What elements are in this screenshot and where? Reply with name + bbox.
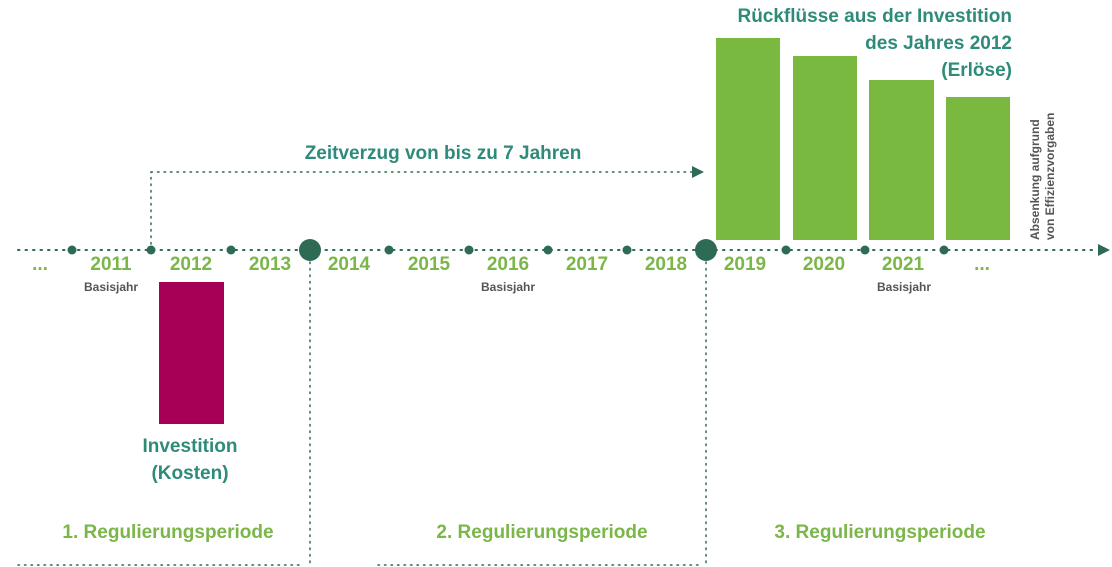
return-bar-2020 — [793, 56, 857, 240]
returns-title-line3: (Erlöse) — [941, 60, 1012, 81]
efficiency-label-line2: von Effizienzvorgaben — [1043, 112, 1057, 240]
year-marker — [146, 245, 156, 255]
returns-title: Rückflüsse aus der Investition des Jahre… — [737, 3, 1012, 84]
delay-label: Zeitverzug von bis zu 7 Jahren — [304, 143, 582, 164]
year-marker — [622, 245, 632, 255]
investment-cost-bar — [159, 282, 224, 424]
year-label: ... — [974, 254, 990, 275]
period-label-1: 1. Regulierungsperiode — [62, 522, 274, 543]
year-marker — [860, 245, 870, 255]
year-label: 2011 — [90, 254, 132, 275]
period-label-3: 3. Regulierungsperiode — [774, 522, 986, 543]
year-label: 2015 — [407, 254, 451, 275]
year-marker — [939, 245, 949, 255]
year-marker — [543, 245, 553, 255]
year-marker — [781, 245, 791, 255]
basisjahr-label: Basisjahr — [876, 280, 932, 294]
year-label: 2021 — [881, 254, 925, 275]
year-label: ... — [32, 254, 48, 275]
year-label: 2012 — [169, 254, 213, 275]
delay-arrowhead — [692, 166, 704, 178]
period-label-2: 2. Regulierungsperiode — [436, 522, 648, 543]
timeline-arrowhead — [1098, 244, 1110, 256]
year-marker — [464, 245, 474, 255]
year-marker — [67, 245, 77, 255]
investment-label: Investition (Kosten) — [110, 433, 270, 487]
return-bar-2021 — [869, 80, 934, 240]
investment-label-line1: Investition — [142, 436, 238, 457]
year-label: 2019 — [723, 254, 767, 275]
year-label: 2017 — [565, 254, 609, 275]
investment-label-line2: (Kosten) — [151, 463, 229, 484]
year-label: 2014 — [327, 254, 371, 275]
efficiency-label-line1: Absenkung aufgrund — [1028, 119, 1042, 240]
return-bar-2019 — [716, 38, 780, 240]
efficiency-label: Absenkung aufgrund von Effizienzvorgaben — [1028, 113, 1058, 240]
basisjahr-label: Basisjahr — [480, 280, 536, 294]
year-marker — [384, 245, 394, 255]
period-boundary-marker — [695, 239, 717, 261]
year-label: 2016 — [486, 254, 530, 275]
year-label: 2018 — [644, 254, 688, 275]
returns-title-line2: des Jahres 2012 — [865, 33, 1012, 54]
year-label: 2013 — [248, 254, 292, 275]
year-label: 2020 — [802, 254, 846, 275]
year-marker — [226, 245, 236, 255]
returns-title-line1: Rückflüsse aus der Investition — [737, 6, 1012, 27]
basisjahr-label: Basisjahr — [83, 280, 139, 294]
period-boundary-marker — [299, 239, 321, 261]
return-bar-next — [946, 97, 1010, 240]
